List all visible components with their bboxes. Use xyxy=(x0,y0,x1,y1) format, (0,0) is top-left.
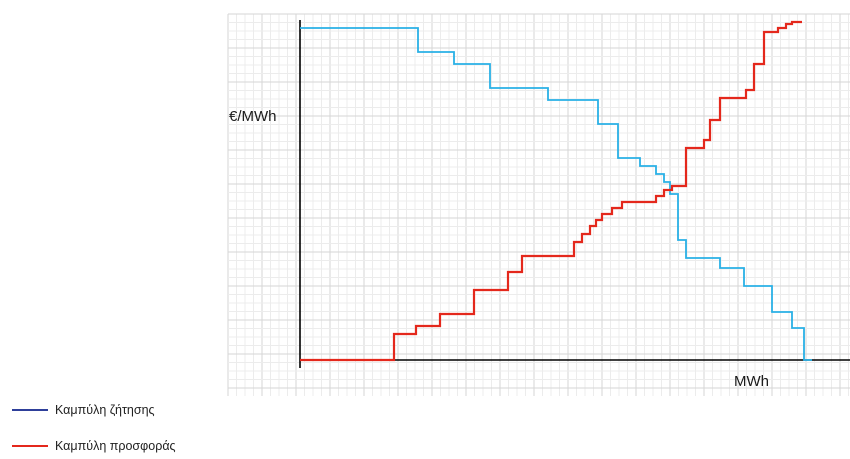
x-axis-label: MWh xyxy=(734,373,769,390)
y-axis-label: €/MWh xyxy=(229,108,277,125)
legend-label-demand: Καμπύλη ζήτησης xyxy=(55,403,155,417)
legend: Καμπύλη ζήτησης xyxy=(12,401,155,419)
legend-swatch-supply xyxy=(12,445,48,447)
legend-label-supply: Καμπύλη προσφοράς xyxy=(55,439,176,453)
legend-swatch-demand xyxy=(12,409,48,411)
legend-item-supply: Καμπύλη προσφοράς xyxy=(12,437,176,455)
legend-item-demand: Καμπύλη ζήτησης xyxy=(12,401,155,419)
series-layer xyxy=(300,20,812,362)
supply-curve-line xyxy=(300,20,802,362)
legend-second: Καμπύλη προσφοράς xyxy=(12,437,176,455)
demand-curve-line xyxy=(300,27,812,361)
plot-grid xyxy=(227,13,850,396)
